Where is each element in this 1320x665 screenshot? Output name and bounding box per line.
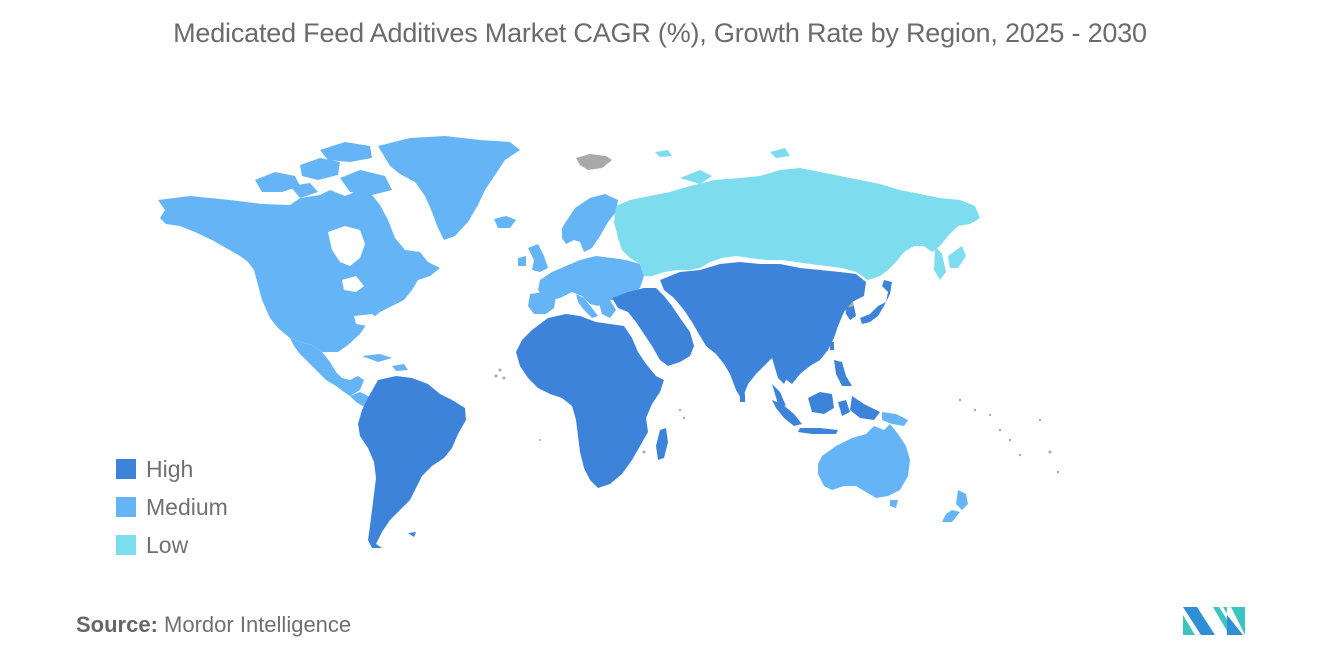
legend-item-medium: Medium bbox=[116, 488, 228, 526]
chart-title: Medicated Feed Additives Market CAGR (%)… bbox=[173, 18, 1147, 48]
region-oceania[interactable] bbox=[818, 412, 968, 522]
legend-item-high: High bbox=[116, 450, 228, 488]
region-south-america[interactable] bbox=[358, 376, 466, 548]
source-attribution: Source: Mordor Intelligence bbox=[76, 612, 351, 638]
mordor-intelligence-logo-icon bbox=[1183, 607, 1245, 635]
source-key: Source: bbox=[76, 612, 158, 637]
region-russia[interactable] bbox=[614, 148, 980, 280]
legend-label: High bbox=[146, 455, 194, 482]
legend-swatch-high bbox=[116, 459, 136, 479]
legend-swatch-medium bbox=[116, 497, 136, 517]
legend: High Medium Low bbox=[116, 450, 228, 564]
pacific-islands bbox=[494, 368, 1060, 474]
region-europe[interactable] bbox=[518, 194, 644, 318]
region-north-america[interactable] bbox=[158, 136, 520, 416]
legend-item-low: Low bbox=[116, 526, 228, 564]
source-value: Mordor Intelligence bbox=[164, 612, 352, 637]
water-bodies bbox=[328, 226, 382, 326]
region-africa[interactable] bbox=[516, 314, 668, 488]
legend-label: Low bbox=[146, 531, 189, 558]
region-asia[interactable] bbox=[612, 262, 892, 434]
legend-swatch-low bbox=[116, 535, 136, 555]
legend-label: Medium bbox=[146, 493, 228, 520]
